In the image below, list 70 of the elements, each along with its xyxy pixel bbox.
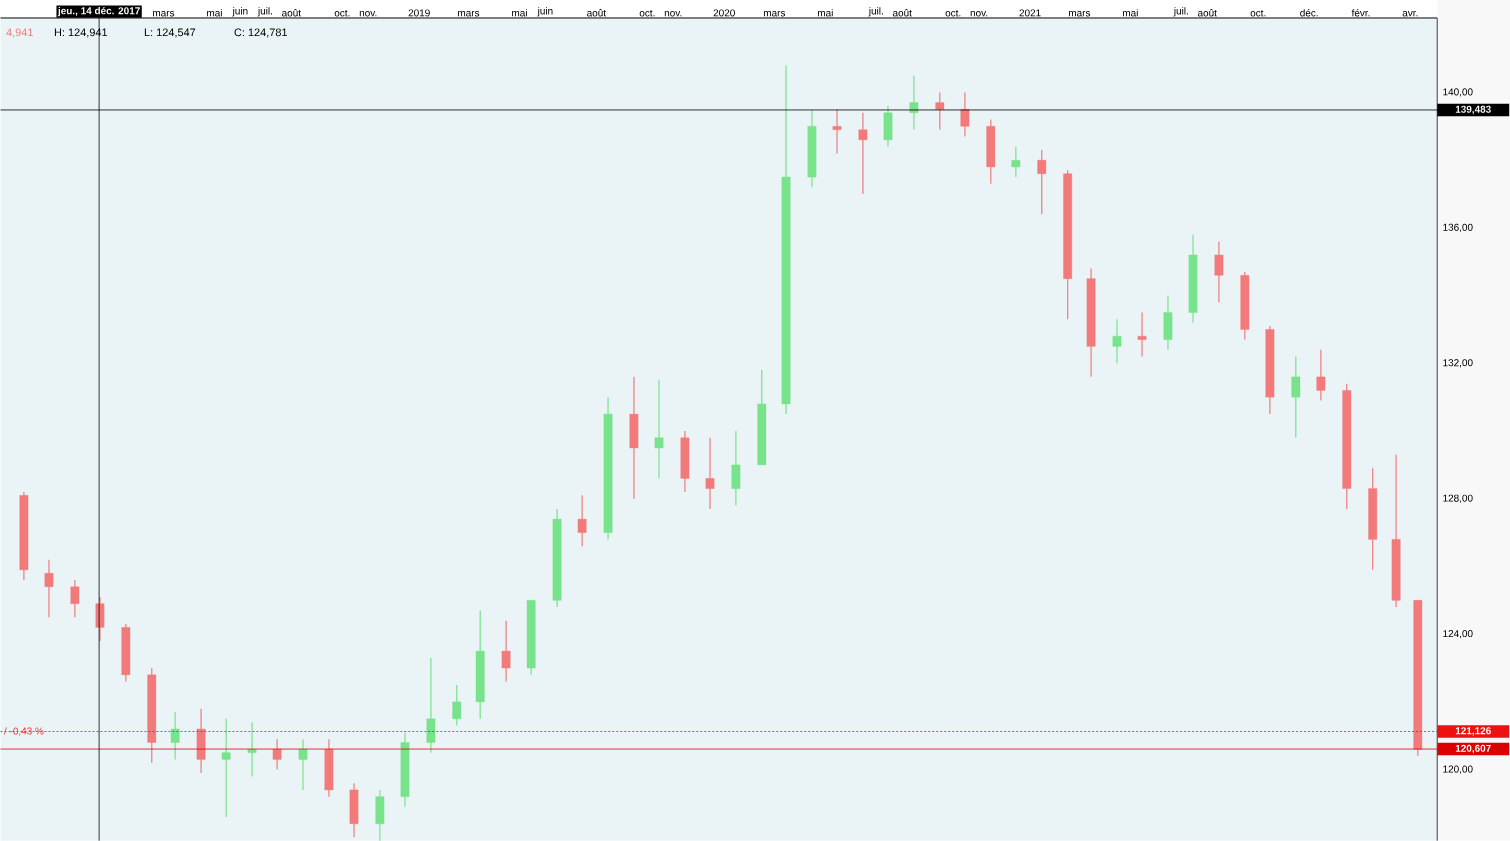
ref-line-label: jeu., 14 déc. 2017 (57, 6, 140, 17)
x-tick-label: juil. (1173, 7, 1188, 17)
candlestick (705, 437, 715, 510)
candlestick (1316, 349, 1326, 402)
candlestick (247, 721, 257, 777)
x-tick-label: août (282, 8, 301, 17)
candlestick (960, 91, 970, 137)
candlestick (832, 108, 842, 154)
x-tick-label: nov. (970, 10, 988, 17)
x-tick-label: déc. (1300, 8, 1318, 17)
x-tick-label: avr. (1402, 10, 1418, 17)
candlestick (1137, 311, 1147, 357)
candlestick (577, 494, 587, 547)
x-tick-label: mai (512, 8, 527, 17)
x-tick-label: mars (763, 10, 786, 17)
x-tick-label: août (892, 8, 912, 17)
x-tick-label: oct. (1250, 9, 1266, 17)
candlestick (452, 684, 462, 727)
annotation: 4,941 (6, 28, 33, 38)
y-tick-label: 120,00 (1443, 765, 1473, 774)
candlestick (1037, 149, 1047, 215)
candlestick (1011, 145, 1021, 178)
x-tick-label: mai (1122, 8, 1138, 17)
candlestick (1291, 355, 1301, 439)
ref-line-label: 120,607 (1455, 744, 1491, 754)
x-tick-label: nov. (359, 10, 377, 17)
x-tick-label: juil. (868, 7, 883, 17)
x-tick-label: oct. (334, 9, 350, 17)
candlestick (44, 558, 54, 618)
candlestick (298, 738, 308, 791)
x-tick-label: mars (1068, 10, 1091, 17)
candlestick (501, 619, 511, 683)
x-tick-label: 2020 (713, 9, 735, 17)
y-tick-label: 136,00 (1443, 223, 1473, 232)
candlestick (731, 430, 741, 506)
x-tick-label: juin (537, 7, 553, 17)
x-tick-label: juil. (257, 7, 272, 17)
x-tick-label: mars (458, 10, 480, 17)
candlestick (426, 657, 436, 754)
x-tick-label: août (1197, 8, 1217, 17)
x-tick-label: mai (817, 8, 833, 17)
ref-line-label: 121,126 (1455, 727, 1491, 736)
y-tick-label: 140,00 (1443, 88, 1473, 97)
annotation: L: 124,547 (144, 28, 196, 38)
x-tick-label: juin (232, 7, 248, 17)
x-tick-label: févr. (1351, 8, 1370, 17)
candlestick (654, 379, 664, 479)
y-tick-label: 132,00 (1443, 359, 1473, 368)
x-tick-label: 2021 (1019, 9, 1041, 17)
y-tick-label: 128,00 (1443, 494, 1473, 503)
x-tick-label: août (587, 8, 606, 17)
x-tick-label: oct. (639, 9, 655, 17)
candlestick (272, 738, 282, 771)
annotation: H: 124,941 (54, 28, 108, 38)
annotation: / -0,43 % (4, 727, 44, 736)
x-tick-label: mai (207, 8, 222, 17)
candlestick (170, 711, 180, 760)
annotation: C: 124,781 (234, 28, 287, 38)
candlestick (1214, 240, 1224, 303)
candlestick (70, 579, 80, 618)
candlestick (935, 91, 945, 131)
x-tick-label: mars (153, 10, 175, 17)
x-tick-label: oct. (945, 9, 961, 17)
x-tick-label: nov. (664, 10, 682, 17)
candlestick (1112, 318, 1122, 364)
ref-line-label: 139,483 (1455, 105, 1491, 115)
x-tick-label: 2019 (408, 9, 430, 17)
candlestick (858, 112, 868, 195)
candlestick (221, 718, 231, 818)
y-tick-label: 124,00 (1443, 629, 1473, 639)
